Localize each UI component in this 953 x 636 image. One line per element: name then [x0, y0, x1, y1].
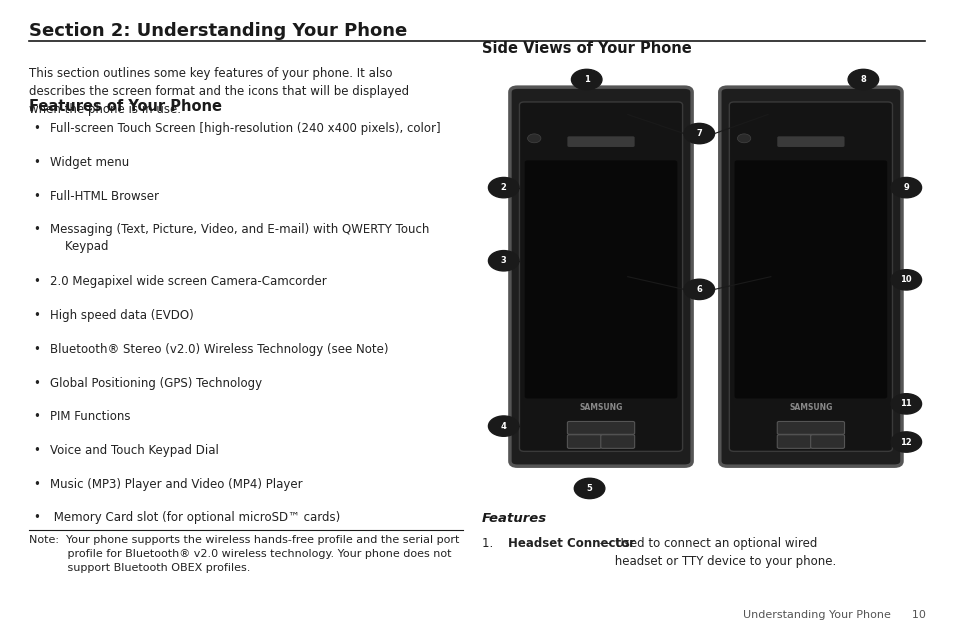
Circle shape [574, 478, 604, 499]
Circle shape [683, 123, 714, 144]
Text: Widget menu: Widget menu [50, 156, 129, 169]
Text: Messaging (Text, Picture, Video, and E-mail) with QWERTY Touch
    Keypad: Messaging (Text, Picture, Video, and E-m… [50, 223, 429, 253]
Circle shape [890, 432, 921, 452]
Text: •: • [33, 156, 40, 169]
Text: •: • [33, 275, 40, 289]
FancyBboxPatch shape [509, 87, 692, 466]
FancyBboxPatch shape [719, 87, 902, 466]
Text: — Used to connect an optional wired
     headset or TTY device to your phone.: — Used to connect an optional wired head… [596, 537, 836, 569]
Text: •: • [33, 190, 40, 202]
Text: 1: 1 [583, 75, 589, 84]
Text: •: • [33, 444, 40, 457]
Text: Section 2: Understanding Your Phone: Section 2: Understanding Your Phone [29, 22, 406, 40]
FancyBboxPatch shape [777, 435, 810, 448]
Circle shape [527, 134, 540, 143]
Text: •: • [33, 122, 40, 135]
FancyBboxPatch shape [728, 102, 891, 452]
Circle shape [488, 416, 518, 436]
Text: Headset Connector: Headset Connector [508, 537, 635, 550]
Circle shape [890, 270, 921, 290]
Text: •: • [33, 478, 40, 491]
Text: •: • [33, 410, 40, 424]
Text: •: • [33, 223, 40, 236]
Text: High speed data (EVDO): High speed data (EVDO) [50, 309, 193, 322]
Text: •: • [33, 309, 40, 322]
Text: 2: 2 [500, 183, 506, 192]
Circle shape [890, 394, 921, 414]
Text: 11: 11 [900, 399, 911, 408]
Circle shape [737, 134, 750, 143]
FancyBboxPatch shape [567, 435, 600, 448]
Text: Music (MP3) Player and Video (MP4) Player: Music (MP3) Player and Video (MP4) Playe… [50, 478, 302, 491]
FancyBboxPatch shape [567, 422, 634, 434]
FancyBboxPatch shape [810, 435, 843, 448]
Text: SAMSUNG: SAMSUNG [788, 403, 832, 412]
Text: SAMSUNG: SAMSUNG [578, 403, 622, 412]
Text: Full-screen Touch Screen [high-resolution (240 x400 pixels), color]: Full-screen Touch Screen [high-resolutio… [50, 122, 439, 135]
Text: 12: 12 [900, 438, 911, 446]
FancyBboxPatch shape [600, 435, 634, 448]
Text: Understanding Your Phone      10: Understanding Your Phone 10 [741, 610, 924, 620]
FancyBboxPatch shape [734, 160, 886, 398]
Text: 4: 4 [500, 422, 506, 431]
Circle shape [847, 69, 878, 90]
Text: •: • [33, 377, 40, 390]
Text: 2.0 Megapixel wide screen Camera-Camcorder: 2.0 Megapixel wide screen Camera-Camcord… [50, 275, 326, 289]
Text: Features of Your Phone: Features of Your Phone [29, 99, 221, 114]
Text: 3: 3 [500, 256, 506, 265]
Text: 8: 8 [860, 75, 865, 84]
Text: Global Positioning (GPS) Technology: Global Positioning (GPS) Technology [50, 377, 261, 390]
FancyBboxPatch shape [777, 136, 843, 147]
Text: 9: 9 [902, 183, 908, 192]
FancyBboxPatch shape [777, 422, 843, 434]
Text: PIM Functions: PIM Functions [50, 410, 130, 424]
Circle shape [890, 177, 921, 198]
Text: •: • [33, 511, 40, 525]
Text: This section outlines some key features of your phone. It also
describes the scr: This section outlines some key features … [29, 67, 408, 116]
Circle shape [571, 69, 601, 90]
Text: Bluetooth® Stereo (v2.0) Wireless Technology (see Note): Bluetooth® Stereo (v2.0) Wireless Techno… [50, 343, 388, 356]
Text: 5: 5 [586, 484, 592, 493]
Text: Features: Features [481, 512, 546, 525]
Circle shape [683, 279, 714, 300]
Text: 6: 6 [696, 285, 701, 294]
Text: •: • [33, 343, 40, 356]
Text: Side Views of Your Phone: Side Views of Your Phone [481, 41, 691, 57]
Text: Note:  Your phone supports the wireless hands-free profile and the serial port
 : Note: Your phone supports the wireless h… [29, 535, 458, 573]
FancyBboxPatch shape [524, 160, 677, 398]
Text: Full-HTML Browser: Full-HTML Browser [50, 190, 158, 202]
Circle shape [488, 177, 518, 198]
Text: Memory Card slot (for optional microSD™ cards): Memory Card slot (for optional microSD™ … [50, 511, 339, 525]
Text: 1.: 1. [481, 537, 508, 550]
Text: 7: 7 [696, 129, 701, 138]
Text: Voice and Touch Keypad Dial: Voice and Touch Keypad Dial [50, 444, 218, 457]
Circle shape [488, 251, 518, 271]
FancyBboxPatch shape [518, 102, 682, 452]
Text: 10: 10 [900, 275, 911, 284]
FancyBboxPatch shape [567, 136, 634, 147]
